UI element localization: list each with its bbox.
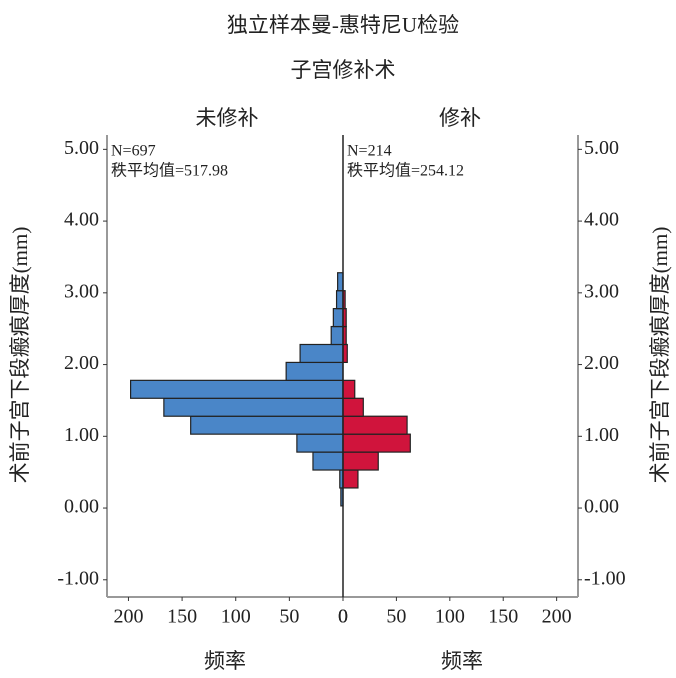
x-tick-label: 0 [338,606,348,628]
chart-title: 独立样本曼-惠特尼U检验 [227,13,459,37]
bar [299,343,344,364]
annotation: 秩平均值=517.98 [111,162,228,180]
x-tick-label: 200 [542,606,572,628]
y-tick-label: 3.00 [64,280,99,302]
bar [342,397,364,417]
y-tick-label-right: 5.00 [584,137,619,159]
annotation: 秩平均值=254.12 [347,162,464,180]
y-tick-label: 4.00 [64,209,99,231]
bar [332,308,344,328]
x-tick-label: 100 [221,606,251,628]
chart-subtitle: 子宫修补术 [291,58,396,82]
panel-title: 修补 [439,106,481,130]
panel-title: 未修补 [196,106,259,130]
y-tick-label-right: 3.00 [584,280,619,302]
y-tick-label: 5.00 [64,137,99,159]
y-tick-label: 2.00 [64,352,99,374]
bar [337,272,344,292]
y-tick-label: -1.00 [57,567,99,589]
bar [342,433,411,453]
y-tick-label-right: 4.00 [584,209,619,231]
x-tick-label: 0 [338,606,348,628]
y-axis-label-right: 术前子宫下段瘢痕厚度(mm) [648,227,672,484]
y-tick-label-right: 2.00 [584,352,619,374]
bar [330,325,344,346]
y-tick-label: 1.00 [64,424,99,446]
bar [342,379,356,399]
x-tick-label: 200 [113,606,143,628]
y-axis-label: 术前子宫下段瘢痕厚度(mm) [8,227,32,484]
x-tick-label: 50 [386,606,406,628]
y-tick-label-right: -1.00 [584,567,626,589]
bar [335,290,344,310]
x-axis-label: 频率 [204,649,246,673]
x-tick-label: 100 [435,606,465,628]
bar [312,451,344,471]
annotation: N=697 [111,143,156,160]
bar [342,469,359,489]
x-tick-label: 50 [279,606,299,628]
y-tick-label: 0.00 [64,496,99,518]
bar [342,451,379,471]
bar [285,361,344,381]
x-tick-label: 150 [167,606,197,628]
x-tick-label: 150 [488,606,518,628]
y-tick-label-right: 0.00 [584,496,619,518]
bar [190,415,344,435]
bar [296,433,344,453]
x-axis-label: 频率 [441,649,483,673]
bar [130,379,344,399]
y-tick-label-right: 1.00 [584,424,619,446]
bar [342,415,408,435]
bar [163,397,344,417]
annotation: N=214 [347,143,392,160]
